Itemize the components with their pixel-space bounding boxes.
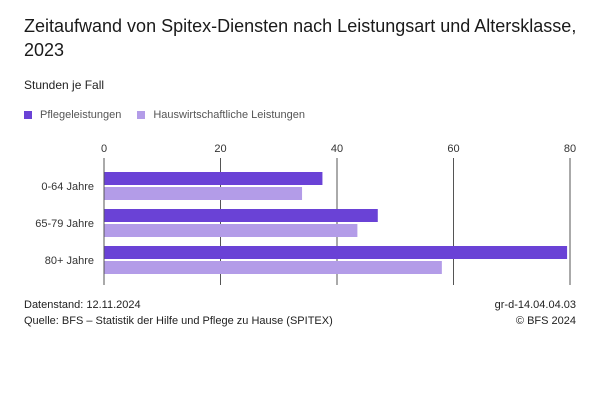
- bar-hauswirtschaftliche-leistungen-1: [104, 187, 303, 200]
- bar-pflegeleistungen-3: [104, 246, 568, 259]
- chart-title: Zeitaufwand von Spitex-Diensten nach Lei…: [24, 16, 577, 60]
- chart-subtitle: Stunden je Fall: [24, 78, 105, 92]
- legend-item-pflegeleistungen[interactable]: Pflegeleistungen: [24, 109, 121, 121]
- data-date: Datenstand: 12.11.2024: [24, 299, 141, 311]
- data-source: Quelle: BFS – Statistik der Hilfe und Pf…: [24, 315, 333, 327]
- legend-swatch-hauswirtschaftliche-leistungen: [137, 111, 146, 119]
- x-tick-label-80: 80: [564, 143, 576, 155]
- bar-pflegeleistungen-2: [104, 209, 378, 222]
- legend-swatch-pflegeleistungen: [24, 111, 32, 119]
- chart-legend: Pflegeleistungen Hauswirtschaftliche Lei…: [24, 109, 305, 121]
- copyright: © BFS 2024: [515, 315, 576, 327]
- legend-label-pflegeleistungen: Pflegeleistungen: [40, 109, 122, 121]
- bar-pflegeleistungen-1: [104, 172, 323, 185]
- footer-left: Datenstand: 12.11.2024 Quelle: BFS – Sta…: [24, 297, 333, 329]
- bar-hauswirtschaftliche-leistungen-2: [104, 224, 358, 237]
- legend-label-hauswirtschaftliche-leistungen: Hauswirtschaftliche Leistungen: [153, 109, 305, 121]
- chart-code: gr-d-14.04.04.03: [494, 299, 576, 311]
- x-tick-label-20: 20: [214, 143, 226, 155]
- x-tick-label-0: 0: [101, 143, 107, 155]
- x-tick-label-60: 60: [447, 143, 459, 155]
- footer-right: gr-d-14.04.04.03 © BFS 2024: [495, 297, 576, 329]
- y-category-label-3: 80+ Jahre: [45, 255, 94, 267]
- bar-chart: 0 20 40 60 80 0-64 Jahre 65-79 Jahre 80+ Jahre: [35, 143, 576, 285]
- x-tick-label-40: 40: [331, 143, 343, 155]
- y-category-label-2: 65-79 Jahre: [35, 218, 94, 230]
- legend-item-hauswirtschaftliche-leistungen[interactable]: Hauswirtschaftliche Leistungen: [137, 109, 305, 121]
- y-category-label-1: 0-64 Jahre: [41, 181, 94, 193]
- bar-hauswirtschaftliche-leistungen-3: [104, 261, 442, 274]
